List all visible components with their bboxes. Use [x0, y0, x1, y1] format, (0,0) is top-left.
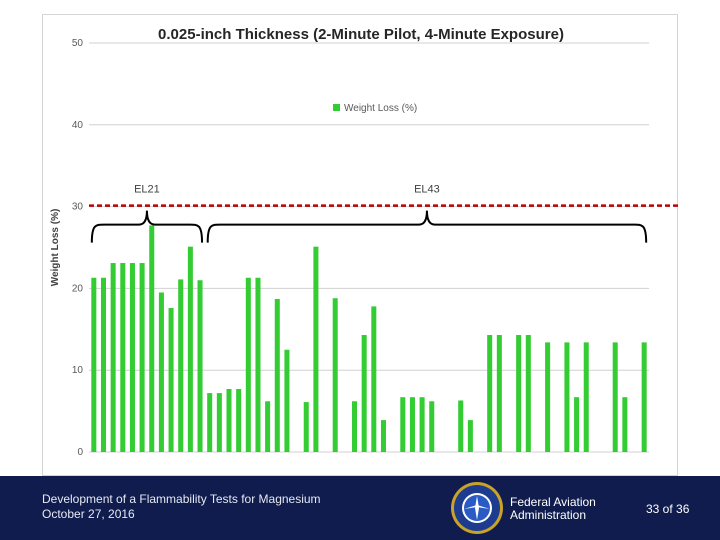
bar — [622, 397, 628, 452]
y-tick-label: 50 — [72, 38, 84, 49]
bar — [245, 277, 251, 452]
bar — [516, 335, 522, 452]
legend-label: Weight Loss (%) — [344, 103, 417, 114]
bar — [419, 397, 425, 452]
bar — [207, 393, 213, 452]
bar — [139, 263, 145, 452]
bar — [361, 335, 367, 452]
bar — [380, 420, 386, 452]
bar — [91, 277, 97, 452]
bar — [149, 225, 155, 452]
bar — [409, 397, 415, 452]
bar — [274, 299, 280, 452]
y-axis-label: Weight Loss (%) — [50, 209, 61, 287]
bar — [458, 400, 464, 452]
bar — [371, 306, 377, 452]
page-number: 33 of 36 — [646, 502, 690, 516]
presentation-title: Development of a Flammability Tests for … — [42, 492, 321, 506]
annotation-label: EL43 — [414, 184, 440, 196]
annotation-brace — [206, 210, 648, 243]
bar — [612, 342, 618, 452]
bar — [265, 401, 271, 452]
y-tick-label: 0 — [77, 447, 83, 458]
bar — [168, 308, 174, 452]
legend-swatch — [333, 104, 340, 111]
bar — [236, 389, 242, 452]
bar — [158, 292, 164, 452]
bar — [352, 401, 358, 452]
y-tick-label: 30 — [72, 202, 84, 213]
bar — [110, 263, 116, 452]
bar — [574, 397, 580, 452]
annotation-label: EL21 — [134, 184, 160, 196]
bar — [303, 402, 309, 452]
bar — [129, 263, 135, 452]
presentation-date: October 27, 2016 — [42, 507, 135, 521]
bar — [332, 298, 338, 452]
bar — [429, 401, 435, 452]
bar — [216, 393, 222, 452]
bar — [487, 335, 493, 452]
agency-name-line1: Federal Aviation — [510, 495, 596, 509]
bar — [284, 349, 290, 452]
bar — [197, 280, 203, 452]
agency-name-line2: Administration — [510, 508, 587, 522]
bar — [641, 342, 647, 452]
faa-seal-icon — [451, 482, 503, 534]
y-tick-label: 40 — [72, 120, 84, 131]
y-tick-label: 20 — [72, 283, 84, 294]
bar — [525, 335, 531, 452]
bar — [496, 335, 502, 452]
chart-area: 0 10 20 30 40 50 0.025-inch Thickness (2-Minut… — [42, 14, 679, 476]
bar — [583, 342, 589, 452]
bar — [467, 420, 473, 452]
bar — [564, 342, 570, 452]
chart-title: 0.025-inch Thickness (2-Minute Pilot, 4-… — [158, 26, 564, 43]
bar — [100, 277, 106, 452]
bar — [255, 277, 261, 452]
bar-chart: 0 10 20 30 40 50 0.025-inch Thickness (2-Minut… — [50, 26, 679, 458]
bar — [313, 246, 319, 452]
y-tick-label: 10 — [72, 365, 84, 376]
bar — [120, 263, 126, 452]
annotation-brace — [90, 210, 204, 243]
bar — [545, 342, 551, 452]
bar — [187, 246, 193, 452]
bar — [178, 279, 184, 452]
bar — [400, 397, 406, 452]
footer-bar — [0, 476, 720, 540]
bar — [226, 389, 232, 452]
